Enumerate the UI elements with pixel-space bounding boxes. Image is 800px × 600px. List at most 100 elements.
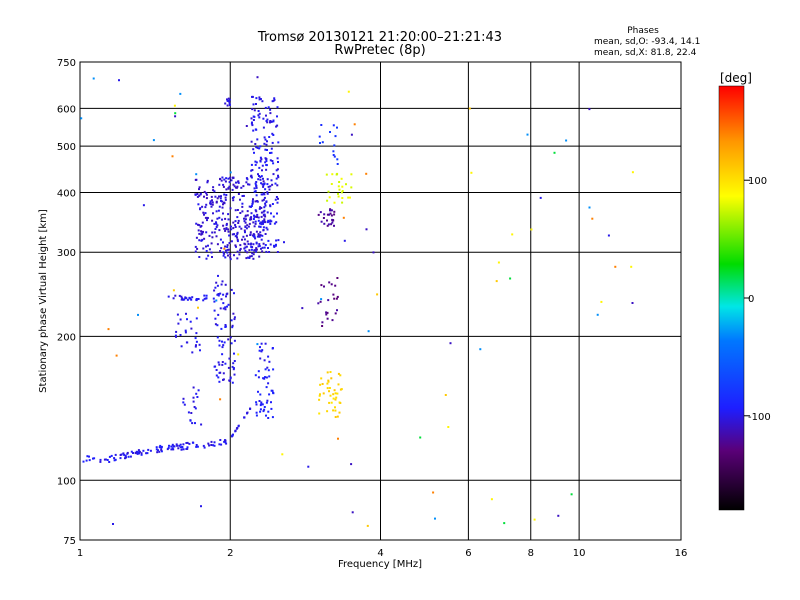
colorbar-gradient <box>718 85 745 511</box>
data-point <box>259 346 261 349</box>
data-point <box>322 392 325 395</box>
data-point <box>219 371 222 374</box>
data-point <box>335 396 338 399</box>
data-point <box>239 244 242 247</box>
data-point <box>614 265 617 268</box>
data-point <box>190 327 193 330</box>
data-point <box>251 201 254 204</box>
data-point <box>276 184 279 187</box>
data-point <box>254 128 257 131</box>
data-point <box>255 401 258 404</box>
data-point <box>365 228 368 231</box>
data-point <box>207 244 209 247</box>
data-point <box>229 380 232 382</box>
data-point <box>326 382 329 385</box>
data-point <box>269 112 272 115</box>
data-point <box>237 181 240 184</box>
data-point <box>259 206 262 209</box>
data-point <box>199 192 202 195</box>
data-point <box>225 177 228 180</box>
data-point <box>257 370 260 373</box>
data-point <box>209 200 212 203</box>
data-point <box>233 318 236 321</box>
data-point <box>318 398 321 401</box>
data-point <box>241 195 244 197</box>
data-point <box>223 178 226 181</box>
data-point <box>186 298 189 301</box>
data-point <box>230 240 233 243</box>
data-point <box>250 140 253 143</box>
data-point <box>247 256 250 259</box>
data-point <box>261 164 264 167</box>
data-point <box>252 148 255 151</box>
data-point <box>225 194 228 196</box>
data-point <box>321 325 324 327</box>
data-point <box>249 217 252 219</box>
data-point <box>228 185 231 188</box>
data-point <box>245 227 248 230</box>
data-point <box>255 181 258 183</box>
data-point <box>340 191 343 194</box>
data-point <box>266 121 269 124</box>
data-point <box>110 454 113 457</box>
data-point <box>341 197 344 199</box>
data-point <box>234 220 237 223</box>
data-point <box>223 252 226 255</box>
y-tick-label: 300 <box>57 248 76 259</box>
data-point <box>211 199 213 202</box>
data-point <box>171 155 174 158</box>
data-point <box>337 195 340 198</box>
data-point <box>251 95 254 98</box>
data-point <box>269 121 271 124</box>
data-point <box>591 217 594 220</box>
data-point <box>334 409 337 412</box>
data-point <box>175 335 177 338</box>
data-point <box>226 104 229 107</box>
data-point <box>232 368 235 371</box>
data-point <box>234 429 237 432</box>
data-point <box>215 299 218 302</box>
data-point <box>198 224 201 227</box>
data-point <box>330 183 333 185</box>
data-point <box>267 410 270 413</box>
data-point <box>179 443 182 446</box>
data-point <box>198 186 201 189</box>
data-point <box>276 201 279 204</box>
data-point <box>275 196 278 198</box>
data-point <box>319 211 322 214</box>
data-point <box>233 254 235 257</box>
data-point <box>199 225 202 228</box>
data-point <box>236 238 239 241</box>
data-point <box>301 307 304 310</box>
data-point <box>329 131 331 133</box>
data-point <box>274 182 277 185</box>
data-point <box>259 98 262 100</box>
data-point <box>212 444 215 447</box>
data-point <box>250 248 253 251</box>
data-point <box>118 79 120 82</box>
y-tick-label: 600 <box>57 104 76 115</box>
data-point <box>196 445 199 448</box>
data-point <box>255 97 258 100</box>
data-point <box>254 182 257 185</box>
data-point <box>202 230 204 233</box>
data-point <box>213 222 216 225</box>
data-point <box>179 92 182 95</box>
data-point <box>320 284 323 287</box>
data-point <box>158 446 161 449</box>
data-point <box>170 448 173 451</box>
data-point <box>242 235 245 238</box>
data-point <box>266 228 269 231</box>
data-point <box>215 281 218 284</box>
data-point <box>263 213 266 216</box>
data-point <box>99 458 102 461</box>
data-point <box>213 365 216 368</box>
data-point <box>198 239 201 242</box>
data-point <box>173 104 176 107</box>
data-point <box>376 293 379 296</box>
data-point <box>221 353 224 356</box>
data-point <box>269 152 271 154</box>
data-point <box>205 193 208 196</box>
data-point <box>224 308 227 311</box>
data-point <box>232 176 235 179</box>
